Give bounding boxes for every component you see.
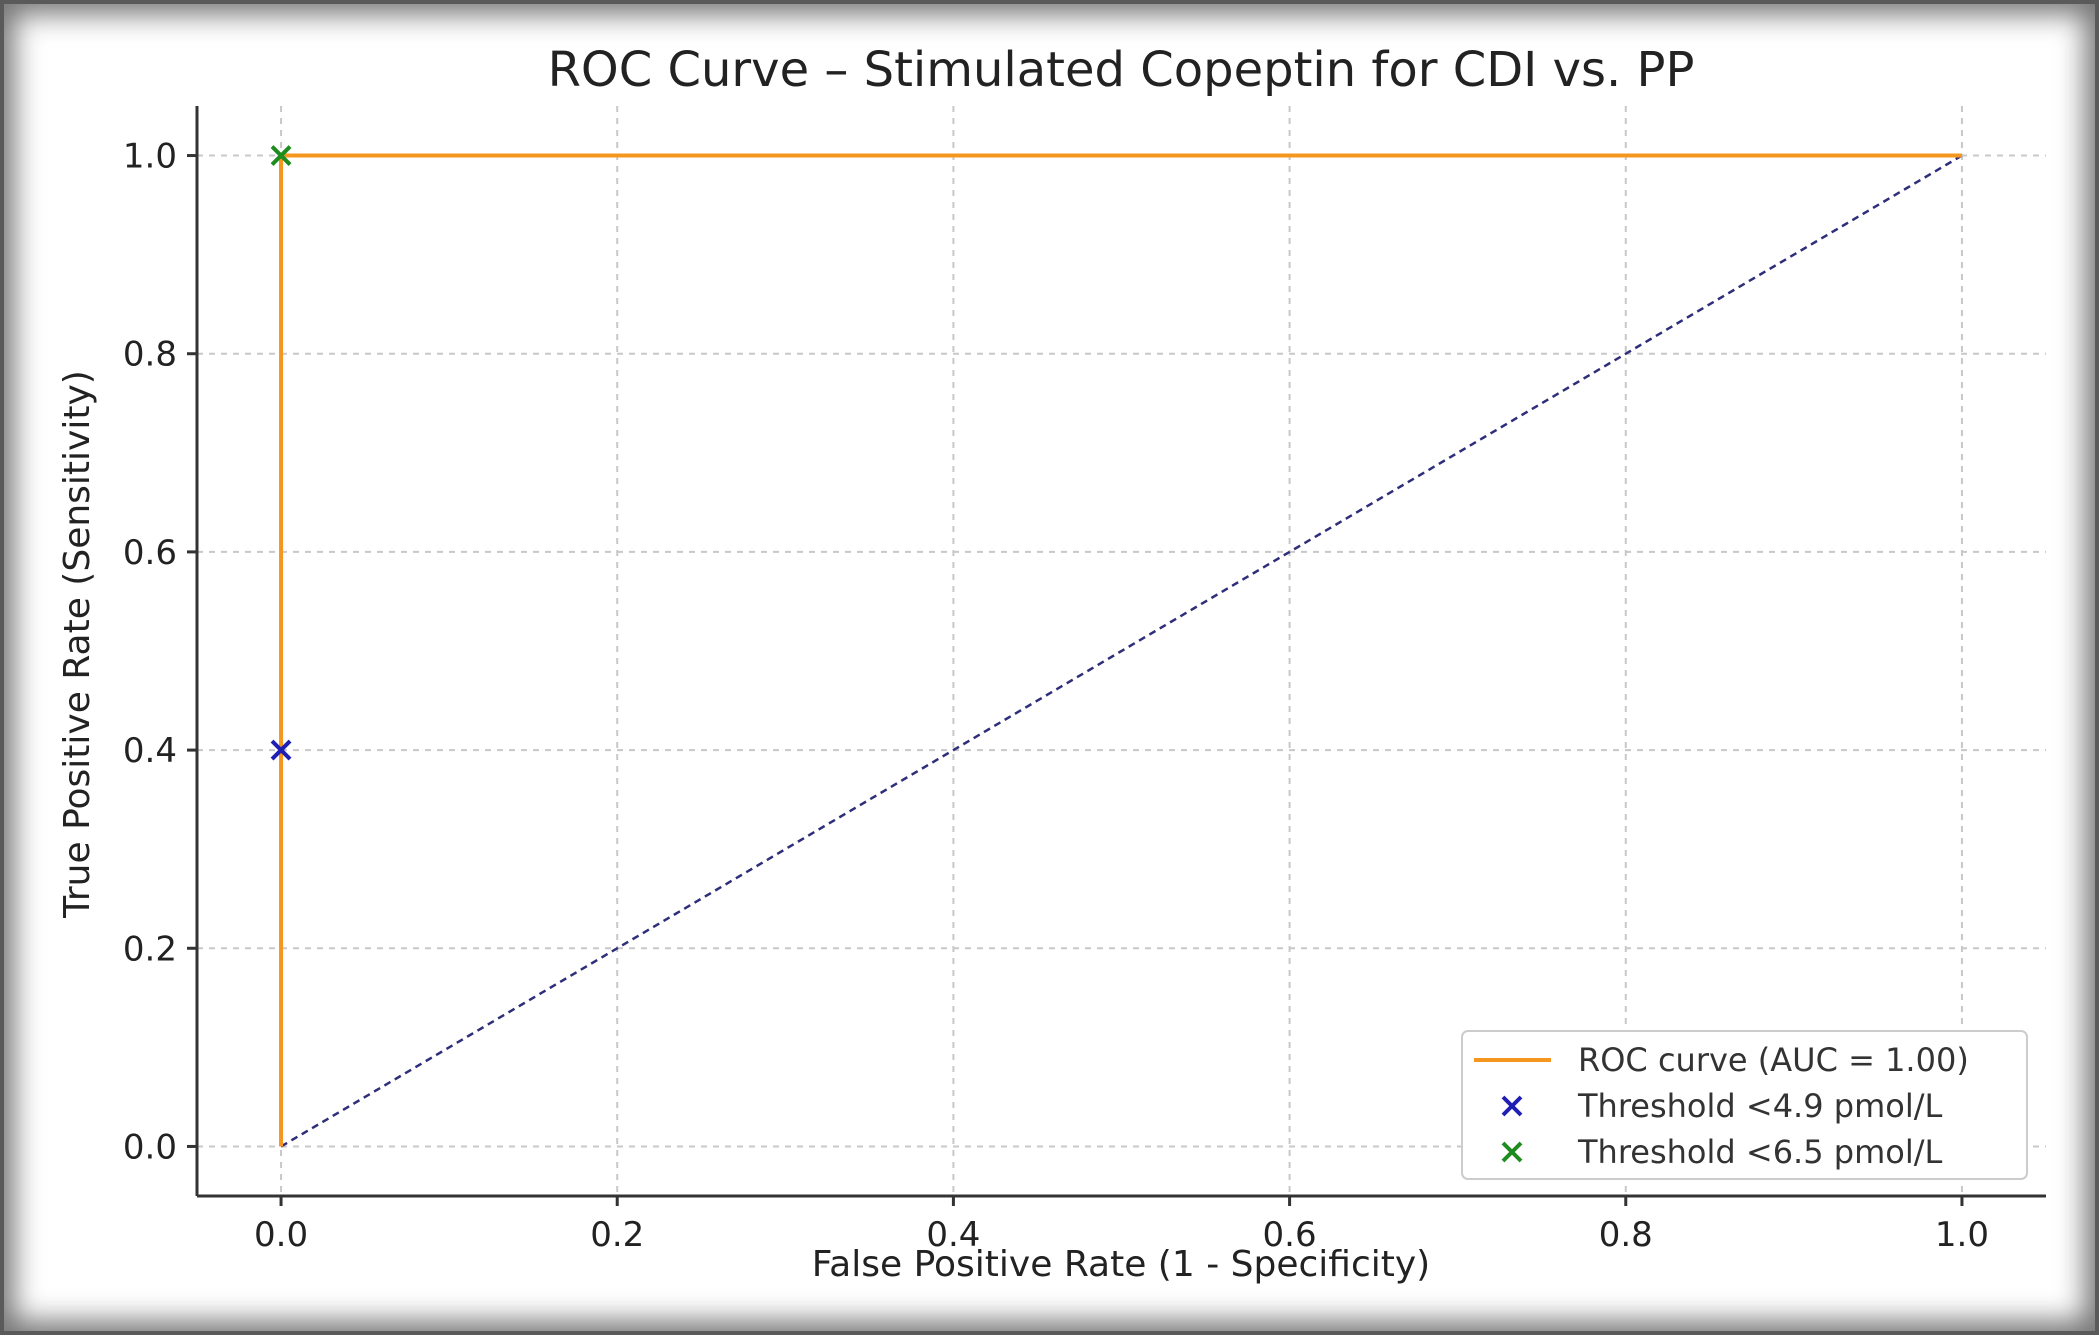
marker-stroke	[1501, 1095, 1523, 1117]
x-tick-label: 0.2	[590, 1215, 644, 1255]
roc-curve-line	[279, 153, 1962, 1147]
marker-stroke	[270, 145, 292, 166]
y-tick-label: 0.8	[123, 335, 177, 375]
legend-label: Threshold <6.5 pmol/L	[1577, 1133, 1942, 1171]
x-axis-title: False Positive Rate (1 - Specificity)	[812, 1244, 1430, 1285]
x-tick-label: 0.0	[254, 1215, 308, 1255]
x-tick-label: 0.8	[1599, 1215, 1653, 1255]
legend-box	[1461, 1030, 2028, 1180]
x-tick-label: 0.4	[926, 1215, 980, 1255]
x-tick-label: 0.6	[1263, 1215, 1317, 1255]
threshold-marker-threshold-4-9-pmol-l	[270, 739, 292, 761]
threshold-marker-threshold-6-5-pmol-l	[270, 145, 292, 166]
y-tick-label: 0.2	[123, 929, 177, 969]
y-tick-label: 0.4	[123, 731, 177, 771]
legend-label: ROC curve (AUC = 1.00)	[1578, 1041, 1969, 1079]
y-tick-label: 1.0	[123, 137, 177, 177]
axes	[187, 106, 2046, 1206]
chart-title: ROC Curve – Stimulated Copeptin for CDI …	[548, 42, 1695, 98]
legend-swatch-x	[1501, 1095, 1523, 1117]
legend-label: Threshold <4.9 pmol/L	[1577, 1087, 1942, 1125]
y-tick-label: 0.6	[123, 533, 177, 573]
marker-stroke	[270, 739, 292, 761]
legend: ROC curve (AUC = 1.00) Threshold <4.9 pmo…	[1461, 1030, 2028, 1180]
roc-chart: ROC Curve – Stimulated Copeptin for CDI …	[57, 42, 2046, 1285]
series	[270, 145, 1963, 1148]
y-axis-title: True Positive Rate (Sensitivity)	[57, 370, 98, 919]
marker-stroke	[1501, 1141, 1523, 1163]
tick-labels: 0.0 0.2 0.4 0.6 0.8 1.0 0.0 0.2 0.4 0.6 0.8 1.0	[123, 137, 1989, 1255]
legend-swatch-x	[1501, 1141, 1523, 1163]
y-tick-label: 0.0	[123, 1127, 177, 1167]
chance-line	[280, 154, 1963, 1148]
x-tick-label: 1.0	[1935, 1215, 1989, 1255]
